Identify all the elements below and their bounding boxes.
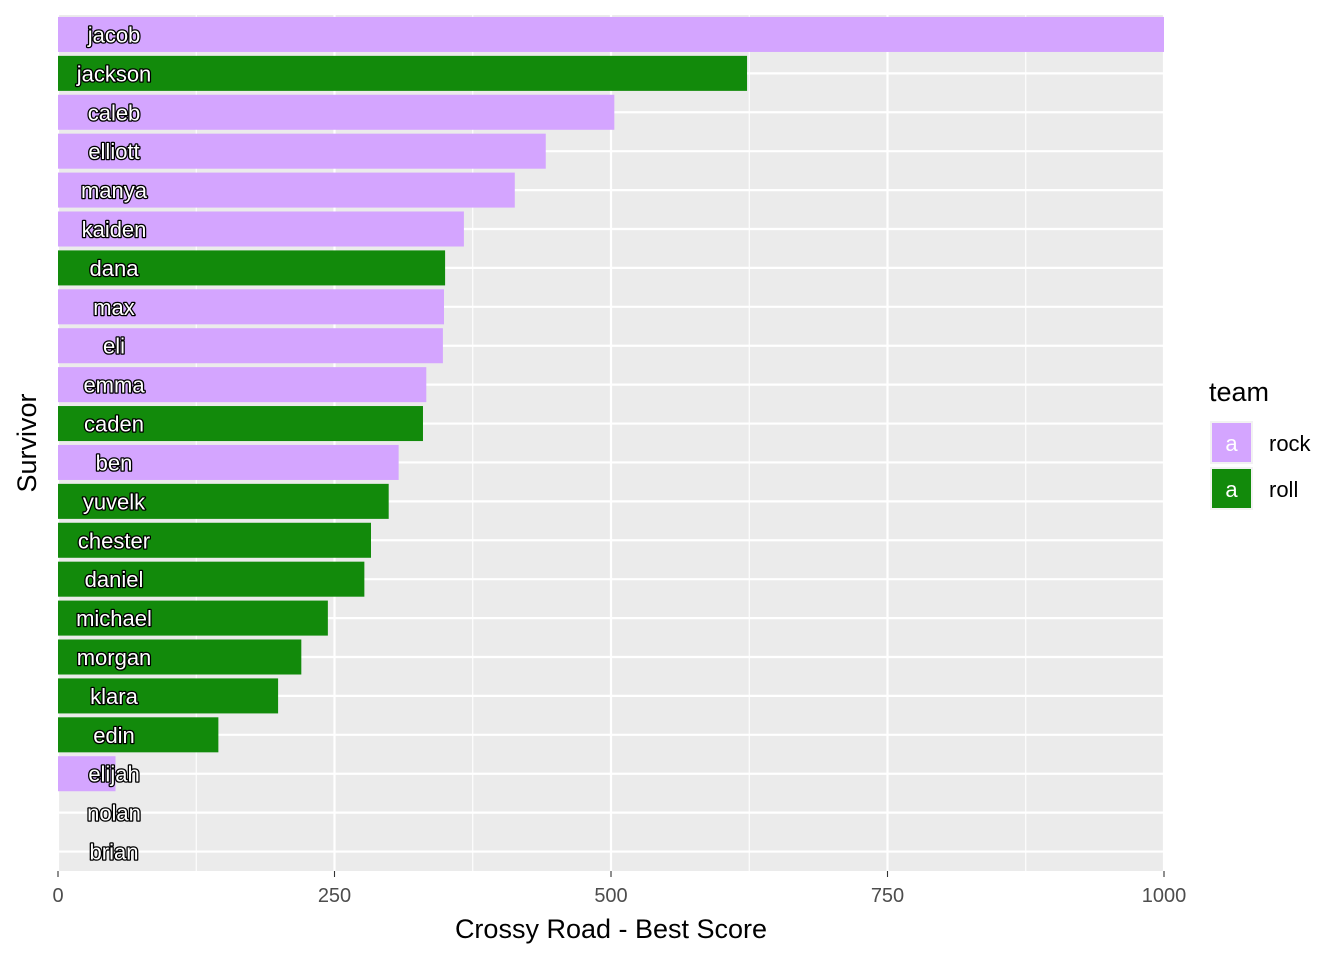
legend-key-glyph: a [1225, 431, 1238, 456]
bar-label-caden: caden [84, 412, 144, 437]
bar-label-klara: klara [90, 684, 138, 709]
bar-michael [58, 600, 328, 636]
bar-label-caleb: caleb [88, 100, 141, 125]
bar-kaiden [58, 211, 464, 247]
legend-key-roll [1212, 469, 1251, 508]
bars-group [58, 16, 1164, 792]
bar-label-max: max [93, 295, 135, 320]
bar-label-jackson: jackson [76, 61, 152, 86]
bar-label-brian: brian [90, 840, 139, 865]
legend-key-rock [1212, 423, 1251, 462]
bar-max [58, 289, 444, 325]
bar-jackson [58, 55, 748, 91]
bar-daniel [58, 561, 365, 597]
x-axis-title: Crossy Road - Best Score [455, 914, 767, 944]
bar-label-jacob: jacob [87, 22, 141, 47]
bar-label-manya: manya [81, 178, 148, 203]
x-tick-label: 1000 [1142, 885, 1187, 907]
bar-label-daniel: daniel [85, 567, 144, 592]
y-axis-title: Survivor [12, 393, 42, 492]
bar-ben [58, 444, 399, 480]
bar-elijah [58, 756, 116, 792]
bar-klara [58, 678, 279, 714]
legend-key-glyph: a [1225, 477, 1238, 502]
bar-emma [58, 367, 427, 403]
legend-items: a rock a roll [1210, 421, 1312, 510]
bar-elliott [58, 133, 546, 169]
bar-label-kaiden: kaiden [82, 217, 147, 242]
bar-label-eli: eli [103, 334, 125, 359]
bar-dana [58, 250, 446, 286]
bar-label-ben: ben [96, 450, 133, 475]
x-tick-label: 750 [871, 885, 904, 907]
bar-label-morgan: morgan [77, 645, 152, 670]
x-tick-label: 500 [594, 885, 627, 907]
bar-chester [58, 522, 371, 558]
legend: team a rock a roll [1209, 377, 1312, 510]
bar-caden [58, 406, 423, 442]
bar-label-michael: michael [76, 606, 152, 631]
bar-label-chester: chester [78, 528, 150, 553]
bar-label-emma: emma [83, 373, 145, 398]
bar-manya [58, 172, 515, 208]
bar-edin [58, 717, 219, 753]
bar-label-edin: edin [93, 723, 135, 748]
bar-label-elijah: elijah [88, 762, 139, 787]
bar-caleb [58, 94, 615, 130]
legend-label-rock: rock [1269, 431, 1312, 456]
bar-jacob [58, 16, 1164, 52]
x-tick-label: 0 [52, 885, 63, 907]
bar-morgan [58, 639, 302, 675]
bar-yuvelk [58, 483, 389, 519]
x-axis: 0 250 500 750 1000 [52, 871, 1186, 907]
bar-label-yuvelk: yuvelk [83, 489, 146, 514]
legend-label-roll: roll [1269, 477, 1298, 502]
bar-label-elliott: elliott [88, 139, 139, 164]
x-tick-label: 250 [318, 885, 351, 907]
bar-labels-group: jacob jackson caleb elliott manya kaiden dana m… [74, 21, 153, 866]
legend-title: team [1209, 377, 1269, 407]
bar-label-nolan: nolan [87, 801, 141, 826]
bar-eli [58, 328, 443, 364]
bar-label-dana: dana [90, 256, 140, 281]
